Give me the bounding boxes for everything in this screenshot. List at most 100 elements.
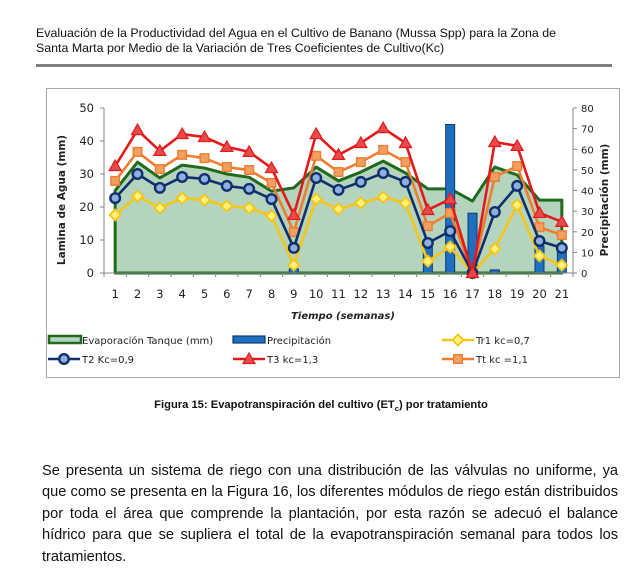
data-point-diamond	[153, 201, 167, 215]
legend-label: Tt kc =1,1	[475, 355, 528, 366]
figure-caption: Figura 15: Evapotranspiración del cultiv…	[0, 399, 642, 413]
header-line-2: Santa Marta por Medio de la Variación de…	[36, 41, 445, 55]
data-point-triangle	[242, 144, 257, 157]
data-point-circle	[511, 179, 524, 192]
legend-item: Tt kc =1,1	[442, 354, 528, 366]
data-point-circle	[332, 183, 345, 196]
body-paragraph: Se presenta un sistema de riego con una …	[42, 463, 618, 565]
data-point-triangle	[510, 138, 525, 152]
x-tick-label: 17	[465, 287, 480, 301]
x-tick-label: 14	[398, 287, 413, 301]
legend-item: T3 kc=1,3	[233, 351, 318, 366]
data-point-triangle	[353, 135, 368, 149]
data-point-circle	[265, 193, 278, 206]
y2-axis-label: Precipitación (mm)	[599, 144, 611, 257]
data-point-triangle	[175, 126, 190, 140]
data-point-diamond	[264, 209, 279, 223]
legend-item: Evaporación Tanque (mm)	[47, 334, 213, 347]
x-tick-label: 18	[488, 287, 503, 301]
y-axis-label: Lamina de Agua (mm)	[56, 135, 68, 265]
data-point-triangle	[487, 134, 502, 148]
data-point-triangle	[532, 205, 547, 219]
data-point-diamond	[443, 240, 457, 254]
legend-label: Tr1 kc=0,7	[475, 336, 530, 347]
y2-tick-label: 50	[581, 166, 594, 177]
x-tick-label: 11	[331, 287, 346, 301]
legend-marker-diamond	[451, 333, 465, 347]
y-tick-label: 20	[79, 200, 94, 214]
data-point-circle	[109, 192, 122, 205]
data-point-triangle	[420, 202, 435, 216]
data-point-circle	[555, 241, 568, 254]
data-point-diamond	[555, 258, 569, 272]
caption-subscript: c	[394, 404, 399, 414]
data-point-square	[489, 171, 500, 182]
data-point-circle	[287, 241, 300, 254]
chart-frame: 0 10 20 30 40 50 0 10 20 30 40 50 60 70 80 1 2 3 4 5 6 7 8 9 10 1…	[46, 88, 620, 378]
data-point-circle	[220, 179, 233, 192]
legend-label: Evaporación Tanque (mm)	[82, 335, 213, 347]
data-point-square	[512, 161, 523, 172]
data-point-circle	[421, 236, 434, 249]
data-point-circle	[243, 182, 256, 195]
document-header: Evaluación de la Productividad del Agua …	[36, 26, 616, 56]
data-point-diamond	[197, 193, 212, 207]
x-tick-label: 12	[354, 287, 369, 301]
data-point-triangle	[331, 147, 346, 160]
data-point-square	[355, 157, 366, 168]
x-tick-label: 6	[223, 287, 230, 301]
data-point-square	[266, 177, 277, 188]
legend-marker-circle	[57, 353, 71, 366]
data-point-circle	[176, 170, 189, 183]
data-point-circle	[153, 181, 166, 194]
data-point-triangle	[108, 158, 123, 172]
data-point-square	[400, 157, 411, 168]
data-point-square	[132, 146, 143, 157]
data-point-square	[244, 165, 255, 176]
data-point-triangle	[286, 207, 301, 221]
legend-label: T2 Kc=0,9	[81, 355, 134, 366]
data-point-diamond	[398, 196, 413, 210]
data-point-circle	[399, 175, 412, 188]
caption-text: Figura 15: Evapotranspiración del cultiv…	[154, 399, 395, 411]
legend-item: Precipitación	[232, 335, 331, 347]
data-point-triangle	[443, 191, 458, 205]
data-point-circle	[444, 225, 457, 238]
data-point-diamond	[488, 242, 502, 256]
x-tick-label: 3	[156, 287, 163, 301]
data-point-square	[199, 153, 210, 164]
y2-tick-label: 40	[581, 187, 594, 198]
data-point-diamond	[130, 189, 145, 203]
legend-label: Precipitación	[267, 335, 331, 347]
x-tick-label: 1	[112, 287, 119, 301]
y-tick-label: 10	[79, 233, 94, 247]
y2-tick-label: 80	[581, 104, 594, 115]
data-point-square	[378, 144, 389, 155]
y-tick-label: 0	[87, 266, 94, 280]
data-point-diamond	[220, 199, 234, 213]
data-point-square	[333, 167, 344, 178]
x-tick-label: 9	[290, 287, 297, 301]
x-tick-label: 7	[246, 287, 253, 301]
data-point-square	[311, 150, 322, 161]
data-point-diamond	[376, 190, 390, 204]
y2-tick-label: 10	[581, 248, 594, 259]
data-point-diamond	[175, 191, 189, 205]
legend-label: T3 kc=1,3	[266, 355, 318, 366]
x-tick-label: 2	[134, 287, 141, 301]
legend-swatch-precipitation	[232, 335, 266, 344]
data-point-triangle	[398, 135, 413, 149]
data-point-diamond	[108, 208, 122, 222]
data-point-square	[556, 230, 567, 241]
header-divider	[36, 64, 612, 67]
data-point-square	[177, 149, 188, 160]
data-point-triangle	[376, 120, 391, 134]
x-tick-label: 16	[443, 287, 458, 301]
x-tick-label: 8	[268, 287, 275, 301]
data-point-circle	[533, 234, 546, 247]
data-point-diamond	[242, 201, 256, 215]
data-point-triangle	[130, 122, 145, 136]
x-tick-label: 4	[179, 287, 186, 301]
legend-item: T2 Kc=0,9	[48, 353, 134, 366]
data-point-diamond	[309, 192, 323, 206]
